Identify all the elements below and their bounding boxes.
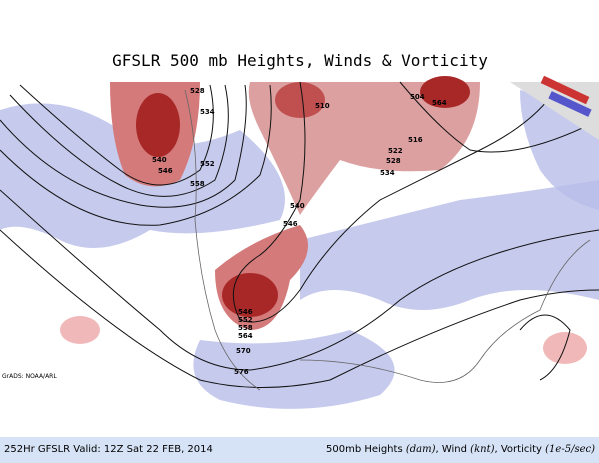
height-contours	[0, 81, 599, 388]
footer-right-part: 500mb Heights	[326, 444, 406, 455]
red-core	[275, 82, 325, 118]
red-area	[543, 332, 587, 364]
footer-right-part: , Vorticity	[494, 444, 546, 455]
coastlines	[184, 89, 591, 391]
contour-label: 558	[238, 324, 253, 332]
contour-label: 576	[234, 368, 249, 376]
contour-label: 564	[432, 99, 447, 107]
blue-area	[193, 330, 395, 409]
contour-label: 564	[238, 332, 253, 340]
colorbar	[510, 75, 599, 140]
credit: GrADS: NOAA/ARL	[2, 373, 57, 380]
contour-label: 570	[236, 347, 251, 355]
footer: 252Hr GFSLR Valid: 12Z Sat 22 FEB, 2014 …	[0, 437, 599, 463]
footer-right-part: , Wind	[435, 444, 471, 455]
contour-label: 522	[388, 147, 403, 155]
contour-label: 552	[238, 316, 253, 324]
contour-label: 528	[386, 157, 401, 165]
contour-label: 534	[380, 169, 395, 177]
contour-label: 528	[190, 87, 205, 95]
map: GFSLR 500 mb Heights, Winds & Vorticity	[0, 51, 599, 425]
vorticity-shading	[0, 76, 599, 425]
contour-label: 546	[158, 167, 173, 175]
footer-right: 500mb Heights (dam), Wind (knt), Vortici…	[326, 444, 595, 455]
title: GFSLR 500 mb Heights, Winds & Vorticity	[112, 51, 488, 70]
contour-label: 546	[283, 220, 298, 228]
footer-right-part: (knt)	[470, 444, 495, 455]
contour-label: 540	[152, 156, 167, 164]
contour-label: 552	[200, 160, 215, 168]
footer-right-part: (dam)	[405, 444, 436, 455]
contour-label: 516	[408, 136, 423, 144]
red-core	[222, 273, 278, 317]
red-area	[60, 316, 100, 344]
contour-label: 504	[410, 93, 425, 101]
red-core	[420, 76, 470, 108]
contour-label: 546	[238, 308, 253, 316]
contour-label: 558	[190, 180, 205, 188]
red-core	[136, 93, 180, 157]
contour-labels: 5285345405465525585105045645165225285345…	[152, 87, 447, 376]
blue-area	[300, 180, 599, 310]
footer-left: 252Hr GFSLR Valid: 12Z Sat 22 FEB, 2014	[4, 444, 213, 455]
contour-label: 510	[315, 102, 330, 110]
contour-label: 534	[200, 108, 215, 116]
footer-right-part: (1e-5/sec)	[545, 444, 595, 455]
contour-label: 540	[290, 202, 305, 210]
